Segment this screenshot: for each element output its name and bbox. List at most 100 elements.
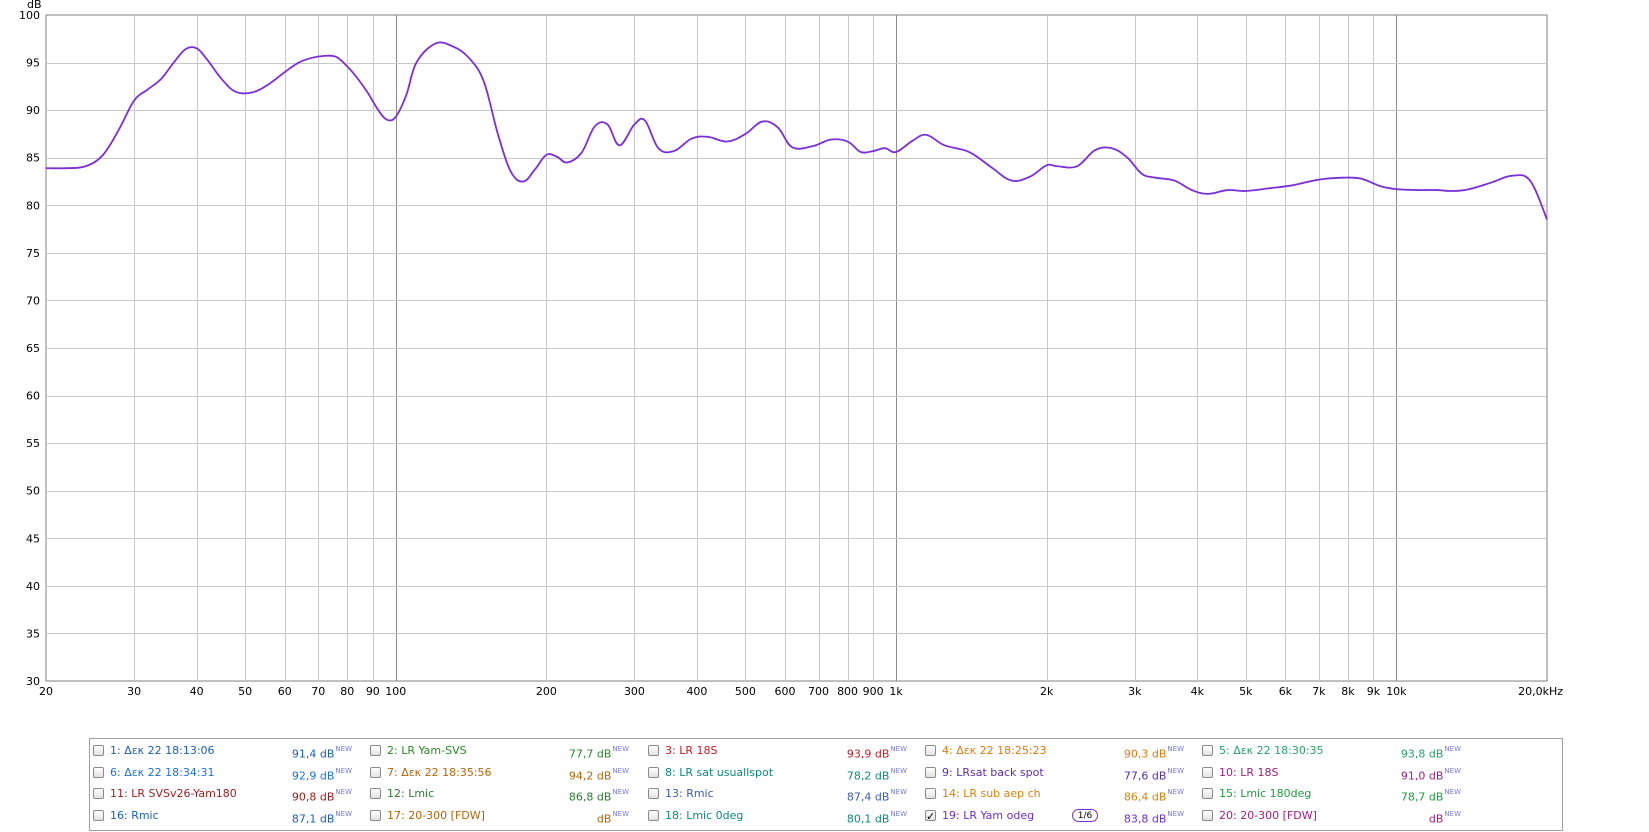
legend-item[interactable]: 13: Rmic 87,4 dBNEW [645, 783, 921, 805]
legend-checkbox[interactable] [925, 788, 936, 799]
legend-value-text: 87,4 dB [846, 790, 890, 804]
x-tick-label: 80 [340, 685, 354, 698]
y-tick-label: 60 [26, 390, 40, 403]
x-tick-label: 400 [686, 685, 707, 698]
legend-checkbox[interactable] [925, 806, 936, 828]
legend-item-name: 5: Δεκ 22 18:30:35 [1219, 744, 1324, 757]
y-unit-label: dB [27, 0, 42, 11]
legend-item-value: dBNEW [1429, 805, 1461, 831]
legend-row: 11: LR SVSv26-Yam180 90,8 dBNEW 12: Lmic 86… [90, 783, 1562, 805]
legend-item[interactable]: 7: Δεκ 22 18:35:56 94,2 dBNEW [367, 762, 643, 784]
y-tick-labels: 100 95 90 85 80 75 70 65 60 55 50 45 40 35 30 [19, 9, 40, 688]
legend-checkbox[interactable] [648, 788, 659, 799]
legend-checkbox[interactable] [648, 809, 659, 821]
legend-checkbox[interactable] [93, 745, 104, 756]
legend-item[interactable]: 19: LR Yam odeg 1/6 83,8 dBNEW [922, 805, 1198, 828]
legend-item-name: 7: Δεκ 22 18:35:56 [387, 765, 492, 779]
legend-item-name: 3: LR 18S [665, 744, 718, 757]
y-tick-label: 90 [26, 104, 40, 117]
series-layer [45, 41, 1548, 220]
legend-checkbox[interactable] [370, 788, 381, 799]
new-tag: NEW [335, 809, 352, 818]
new-tag: NEW [612, 788, 629, 796]
y-tick-label: 85 [26, 152, 40, 165]
legend-value-text: 80,1 dB [846, 812, 890, 826]
new-tag: NEW [335, 766, 352, 775]
legend-checkbox[interactable] [370, 809, 381, 821]
legend-item[interactable]: 9: LRsat back spot 77,6 dBNEW [922, 762, 1198, 784]
legend-checkbox[interactable] [648, 766, 659, 778]
legend-checkbox[interactable] [370, 766, 381, 778]
x-tick-label: 2k [1040, 685, 1054, 698]
legend-checkbox[interactable] [1202, 745, 1213, 756]
y-tick-label: 65 [26, 342, 40, 355]
legend-item-name: 19: LR Yam odeg [942, 808, 1035, 822]
legend-value-text: 93,8 dB [1400, 747, 1444, 761]
legend-item[interactable]: 17: 20-300 [FDW] dBNEW [367, 805, 643, 827]
new-tag: NEW [890, 745, 907, 753]
legend-item-value: 83,8 dBNEW [1124, 805, 1184, 831]
legend-row: 16: Rmic 87,1 dBNEW 17: 20-300 [FDW] dBNEW 1… [90, 805, 1562, 828]
legend-item-name: 20: 20-300 [FDW] [1219, 808, 1317, 822]
legend-row: 1: Δεκ 22 18:13:06 91,4 dBNEW 2: LR Yam-SV… [90, 740, 1562, 762]
legend-checkbox[interactable] [925, 766, 936, 778]
x-tick-label: 20 [39, 685, 53, 698]
legend-item-value: 80,1 dBNEW [847, 805, 907, 831]
legend-item-name: 11: LR SVSv26-Yam180 [110, 787, 237, 800]
legend-item[interactable]: 18: Lmic 0deg 80,1 dBNEW [645, 805, 921, 827]
legend-checkbox[interactable] [925, 745, 936, 756]
legend-item[interactable]: 10: LR 18S 91,0 dBNEW [1199, 762, 1475, 784]
legend-item[interactable]: 5: Δεκ 22 18:30:35 93,8 dBNEW [1199, 740, 1475, 762]
legend-value-text: 77,6 dB [1123, 769, 1167, 783]
legend-item[interactable]: 3: LR 18S 93,9 dBNEW [645, 740, 921, 762]
new-tag: NEW [612, 766, 629, 775]
new-tag: NEW [890, 809, 907, 818]
x-tick-label: 5k [1239, 685, 1253, 698]
new-tag: NEW [612, 809, 629, 818]
legend-checkbox[interactable] [1202, 788, 1213, 799]
x-tick-labels: 20 30 40 50 60 70 80 90 100 200 300 400 500 600 700 800… [39, 685, 1563, 698]
legend-value-text: 91,0 dB [1400, 769, 1444, 783]
legend-checkbox[interactable] [370, 745, 381, 756]
legend-item-value: 90,3 dBNEW [1124, 740, 1184, 766]
legend-item-name: 13: Rmic [665, 787, 714, 800]
legend-checkbox[interactable] [1202, 766, 1213, 778]
legend-checkbox[interactable] [93, 766, 104, 778]
legend-item[interactable]: 2: LR Yam-SVS 77,7 dBNEW [367, 740, 643, 762]
new-tag: NEW [1444, 745, 1461, 753]
legend-item-name: 9: LRsat back spot [942, 765, 1044, 779]
x-tick-label: 8k [1341, 685, 1355, 698]
legend-item[interactable]: 14: LR sub aep ch 86,4 dBNEW [922, 783, 1198, 805]
new-tag: NEW [612, 745, 629, 753]
legend-checkbox[interactable] [93, 788, 104, 799]
legend-item-name: 1: Δεκ 22 18:13:06 [110, 744, 215, 757]
legend-item[interactable]: 4: Δεκ 22 18:25:23 90,3 dBNEW [922, 740, 1198, 762]
legend-item-name: 18: Lmic 0deg [665, 808, 744, 822]
legend-checkbox[interactable] [93, 809, 104, 821]
legend-checkbox[interactable] [1202, 809, 1213, 821]
x-tick-label: 30 [127, 685, 141, 698]
legend-item-name: 10: LR 18S [1219, 765, 1279, 779]
legend-value-text: 78,2 dB [846, 769, 890, 783]
x-tick-label: 70 [311, 685, 325, 698]
legend-value-text: 83,8 dB [1123, 812, 1167, 826]
legend-checkbox[interactable] [648, 745, 659, 756]
y-tick-label: 100 [19, 9, 40, 22]
smoothing-badge[interactable]: 1/6 [1072, 808, 1098, 822]
legend-item[interactable]: 15: Lmic 180deg 78,7 dBNEW [1199, 783, 1475, 805]
legend-item[interactable]: 1: Δεκ 22 18:13:06 91,4 dBNEW [90, 740, 366, 762]
x-tick-label: 300 [624, 685, 645, 698]
legend-item-name: 14: LR sub aep ch [942, 787, 1041, 800]
legend-item[interactable]: 6: Δεκ 22 18:34:31 92,9 dBNEW [90, 762, 366, 784]
x-tick-label: 600 [775, 685, 796, 698]
x-tick-label: 10k [1386, 685, 1407, 698]
legend-item[interactable]: 11: LR SVSv26-Yam180 90,8 dBNEW [90, 783, 366, 805]
legend-item[interactable]: 16: Rmic 87,1 dBNEW [90, 805, 366, 827]
legend-item[interactable]: 20: 20-300 [FDW] dBNEW [1199, 805, 1475, 827]
legend-item[interactable]: 12: Lmic 86,8 dBNEW [367, 783, 643, 805]
x-tick-label: 20,0kHz [1518, 685, 1563, 698]
x-tick-label: 700 [808, 685, 829, 698]
y-tick-label: 50 [26, 485, 40, 498]
legend-item[interactable]: 8: LR sat usuallspot 78,2 dBNEW [645, 762, 921, 784]
new-tag: NEW [1167, 745, 1184, 753]
